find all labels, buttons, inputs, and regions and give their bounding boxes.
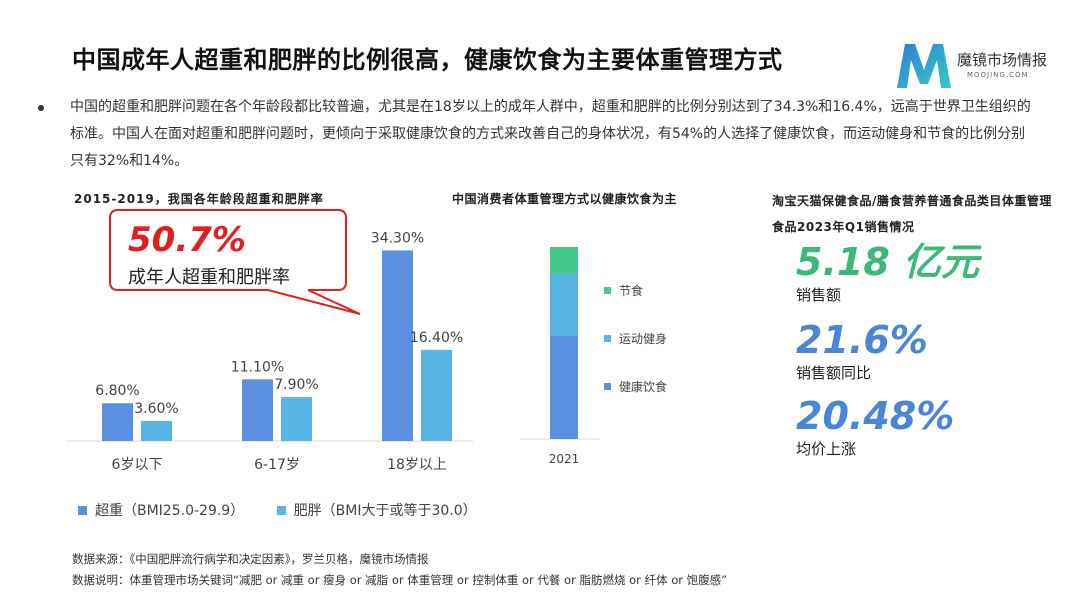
brand-name: 魔镜市场情报	[957, 51, 1048, 69]
brand-domain: MOOJING.COM	[967, 71, 1029, 79]
data-label: 16.40%	[410, 330, 463, 346]
page-title: 中国成年人超重和肥胖的比例很高，健康饮食为主要体重管理方式	[72, 46, 783, 74]
legend-item-overweight: 超重（BMI25.0-29.9）	[78, 500, 244, 520]
stack-segment-healthy-eating	[550, 335, 578, 439]
data-label: 6.80%	[95, 383, 139, 399]
kpi-sales-yoy: 21.6% 销售额同比	[796, 318, 928, 384]
legend-item-exercise: 运动健身	[604, 330, 667, 346]
data-label: 3.60%	[134, 401, 178, 417]
footnote-note: 数据说明：体重管理市场关键词“减肥 or 减重 or 瘦身 or 减脂 or 体…	[72, 573, 728, 587]
brand-m-icon	[897, 44, 951, 88]
callout-shape	[109, 209, 361, 315]
legend-label-exercise: 运动健身	[619, 331, 668, 346]
age-group-bar-chart: 6.80% 3.60% 6岁以下 11.10% 7.90% 6-17岁 34.30% 16.4…	[67, 230, 473, 473]
data-label: 11.10%	[231, 359, 284, 375]
legend-swatch-obese	[276, 505, 286, 515]
legend-label-obese: 肥胖（BMI大于或等于30.0）	[293, 503, 477, 519]
brand-logo: 魔镜市场情报 MOOJING.COM	[893, 38, 1063, 92]
kpi-avg-price-label: 均价上涨	[796, 440, 857, 458]
footnote-source: 数据来源：《中国肥胖流行病学和决定因素》，罗兰贝格，魔镜市场情报	[72, 552, 429, 566]
bar-overweight-1	[242, 379, 273, 441]
weight-management-stacked-chart: 2021	[520, 247, 600, 466]
legend-swatch-overweight	[78, 505, 87, 515]
callout-label: 成年人超重和肥胖率	[128, 267, 290, 288]
data-label: 7.90%	[274, 377, 318, 393]
stack-segment-exercise	[550, 273, 578, 336]
kpi-sales-yoy-value: 21.6%	[796, 318, 928, 362]
bar-overweight-2	[382, 250, 413, 441]
x-tick-label: 6-17岁	[254, 457, 300, 473]
bar-chart-legend: 超重（BMI25.0-29.9） 肥胖（BMI大于或等于30.0）	[78, 500, 505, 520]
callout-value: 50.7%	[128, 220, 246, 260]
stack-chart-title: 中国消费者体重管理方式以健康饮食为主	[452, 192, 678, 206]
bar-obese-0	[141, 421, 172, 441]
summary-paragraph: 中国的超重和肥胖问题在各个年龄段都比较普遍，尤其是在18岁以上的成年人群中，超重…	[70, 99, 1031, 169]
bullet-dot	[38, 105, 44, 111]
legend-item-obese: 肥胖（BMI大于或等于30.0）	[276, 500, 477, 520]
kpi-sales-yoy-label: 销售额同比	[796, 364, 872, 382]
data-label: 34.30%	[371, 230, 424, 246]
stack-segment-diet	[550, 247, 578, 274]
kpi-avg-price-value: 20.48%	[796, 394, 955, 438]
kpi-sales: 5.18 亿元 销售额	[796, 240, 979, 306]
bar-obese-1	[281, 397, 312, 441]
stack-chart-legend: 节食 运动健身 健康饮食	[604, 282, 667, 426]
bar-chart-title: 2015-2019，我国各年龄段超重和肥胖率	[74, 192, 324, 206]
bar-overweight-0	[102, 403, 133, 441]
legend-label-healthy-eating: 健康饮食	[619, 379, 668, 394]
kpi-sales-value: 5.18 亿元	[796, 240, 979, 284]
legend-label-diet: 节食	[619, 283, 644, 298]
x-tick-label: 6岁以下	[112, 457, 163, 473]
bar-obese-2	[421, 349, 452, 441]
kpi-avg-price: 20.48% 均价上涨	[796, 394, 954, 460]
legend-swatch-healthy-eating	[604, 382, 611, 390]
legend-label-overweight: 超重（BMI25.0-29.9）	[95, 503, 245, 519]
legend-swatch-diet	[604, 286, 611, 294]
legend-item-diet: 节食	[604, 282, 667, 298]
legend-swatch-exercise	[604, 334, 611, 342]
legend-item-healthy-eating: 健康饮食	[604, 378, 667, 394]
x-tick-label: 18岁以上	[387, 457, 447, 473]
kpi-sales-label: 销售额	[796, 286, 842, 304]
x-tick-label: 2021	[549, 452, 580, 466]
kpi-section-title: 淘宝天猫保健食品/膳食营养普通食品类目体重管理食品2023年Q1销售情况	[772, 194, 1052, 234]
